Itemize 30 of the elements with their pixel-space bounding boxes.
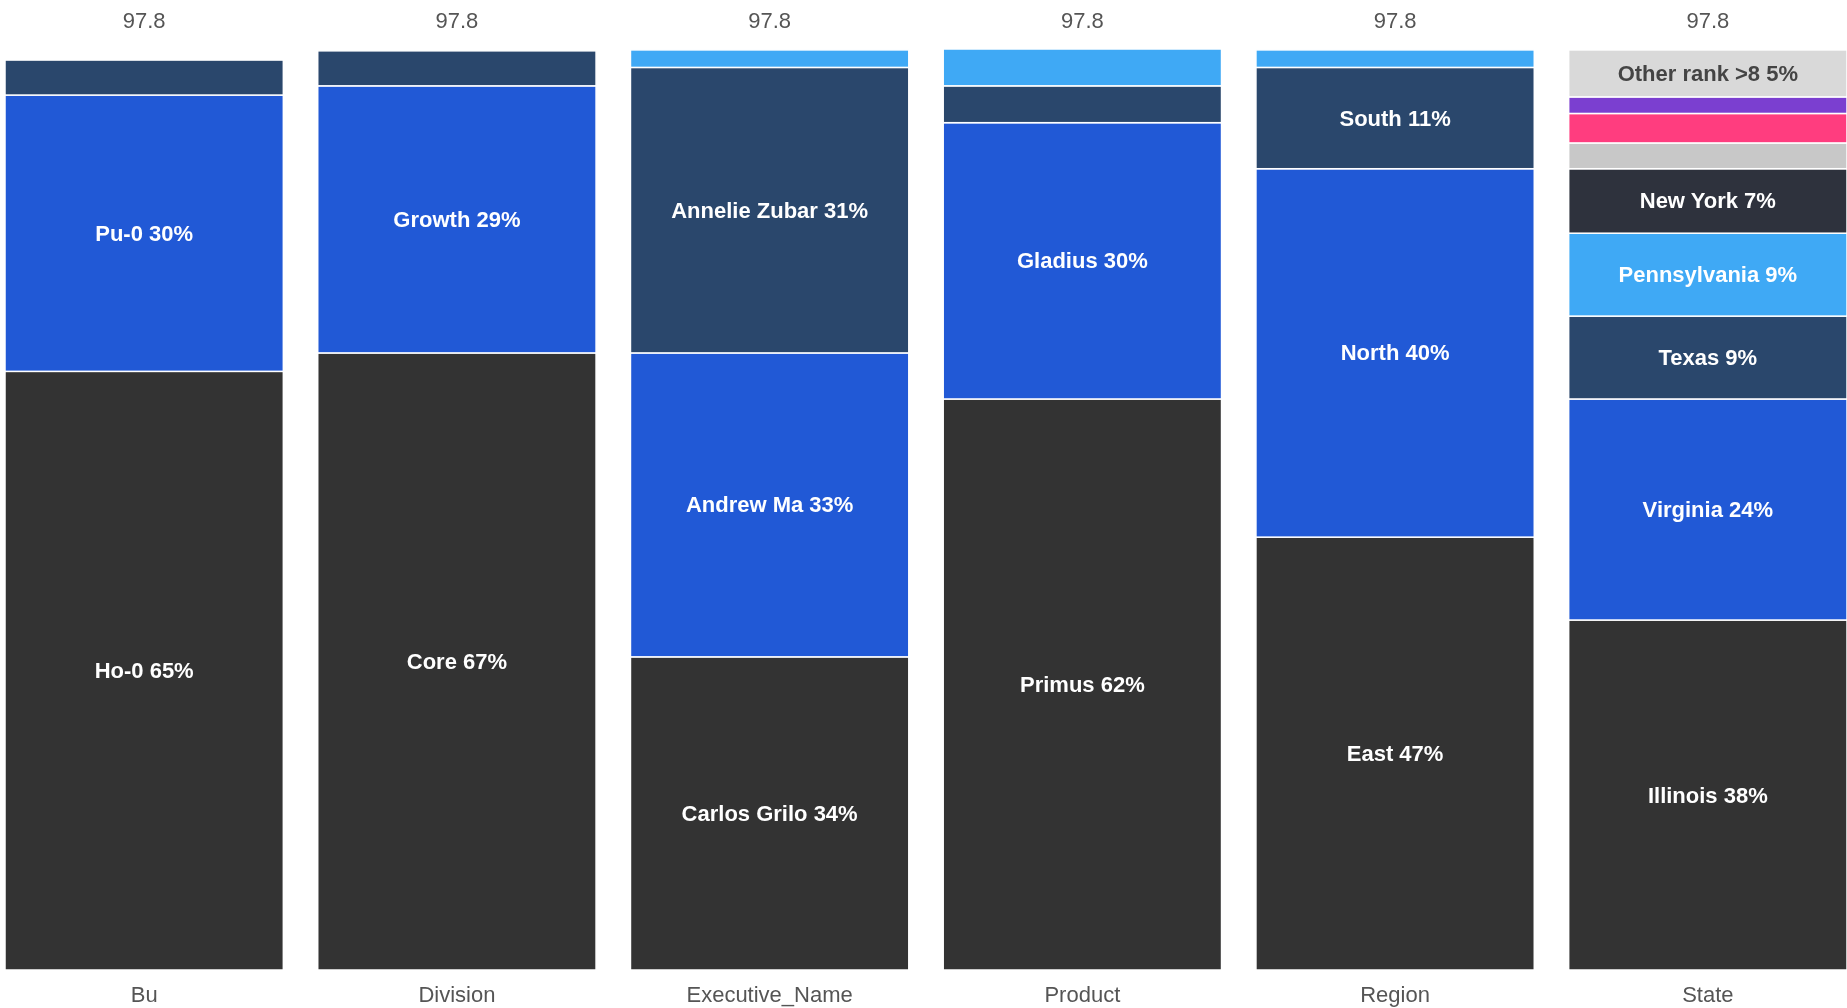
data-label: Growth 29% [393,206,521,232]
text: 97.8 [748,7,792,33]
data-label: Virginia 24% [1642,497,1774,522]
text: 97.8 [122,7,166,33]
text: 97.8 [1686,7,1730,33]
x-tick-label: Bu [130,981,158,1007]
text: 97.8 [435,7,479,33]
data-label: Texas 9% [1658,345,1758,371]
x-tick-label: Region [1360,981,1430,1007]
data-label: Primus 62% [1020,671,1145,697]
x-tick-label: Division [418,981,496,1007]
data-label: Core 67% [406,648,508,674]
text: 97.8 [1060,7,1104,33]
data-label: Annelie Zubar 31% [671,197,869,223]
text: 97.8 [1373,7,1417,33]
data-label: North 40% [1340,340,1450,366]
data-label: Andrew Ma 33% [685,492,854,518]
data-label: Gladius 30% [1016,248,1148,274]
data-label: Illinois 38% [1647,782,1768,808]
data-label: Other rank >8 5% [1617,60,1799,86]
data-label: East 47% [1346,741,1444,767]
data-label: Ho-0 65% [94,658,194,684]
data-label: New York 7% [1639,188,1776,214]
x-tick-label: Product [1044,981,1121,1007]
data-label: South 11% [1339,105,1451,131]
data-label: Pu-0 30% [95,220,194,246]
data-label: Carlos Grilo 34% [681,800,858,826]
x-tick-label: State [1682,981,1734,1007]
x-tick-label: Executive_Name [686,981,853,1007]
data-label: Pennsylvania 9% [1618,262,1798,288]
